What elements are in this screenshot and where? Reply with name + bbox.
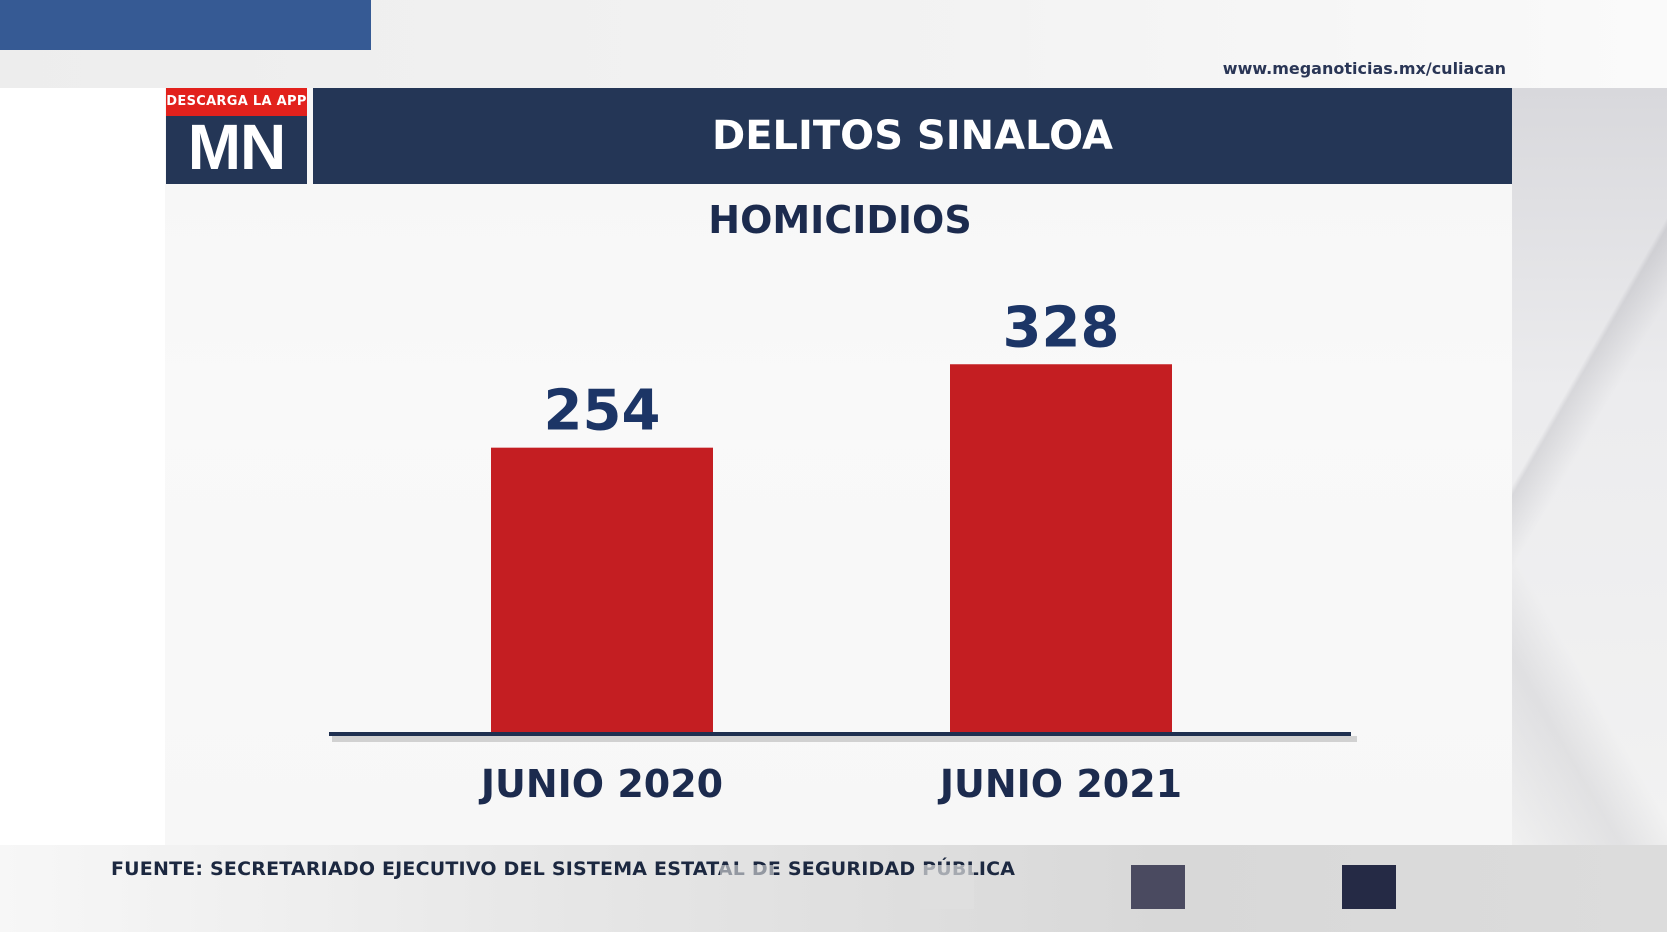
site-url: www.meganoticias.mx/culiacan xyxy=(1222,59,1506,78)
source-note: FUENTE: SECRETARIADO EJECUTIVO DEL SISTE… xyxy=(111,858,1016,880)
logo-download-tag: DESCARGA LA APP xyxy=(166,88,307,116)
bar-value-label: 254 xyxy=(544,379,661,444)
chart-panel xyxy=(165,88,1512,845)
corner-accent-block xyxy=(0,0,371,50)
decor-square xyxy=(920,865,974,909)
logo-mark: MN xyxy=(187,111,287,183)
chart-title: HOMICIDIOS xyxy=(708,198,972,242)
decor-square xyxy=(1131,865,1185,909)
title-bar: DELITOS SINALOA xyxy=(313,88,1512,184)
page-title: DELITOS SINALOA xyxy=(712,113,1113,159)
left-background xyxy=(0,88,165,845)
bar xyxy=(491,447,713,734)
x-tick-label: JUNIO 2021 xyxy=(937,762,1182,806)
mn-logo: MN DESCARGA LA APP xyxy=(166,88,307,184)
x-axis-line xyxy=(329,732,1351,736)
decor-square xyxy=(720,865,774,909)
bar xyxy=(950,364,1172,734)
right-background-texture xyxy=(1500,88,1667,845)
bar-value-label: 328 xyxy=(1003,295,1120,360)
x-tick-label: JUNIO 2020 xyxy=(478,762,723,806)
axis-shadow xyxy=(332,736,1357,742)
decor-square xyxy=(1342,865,1396,909)
